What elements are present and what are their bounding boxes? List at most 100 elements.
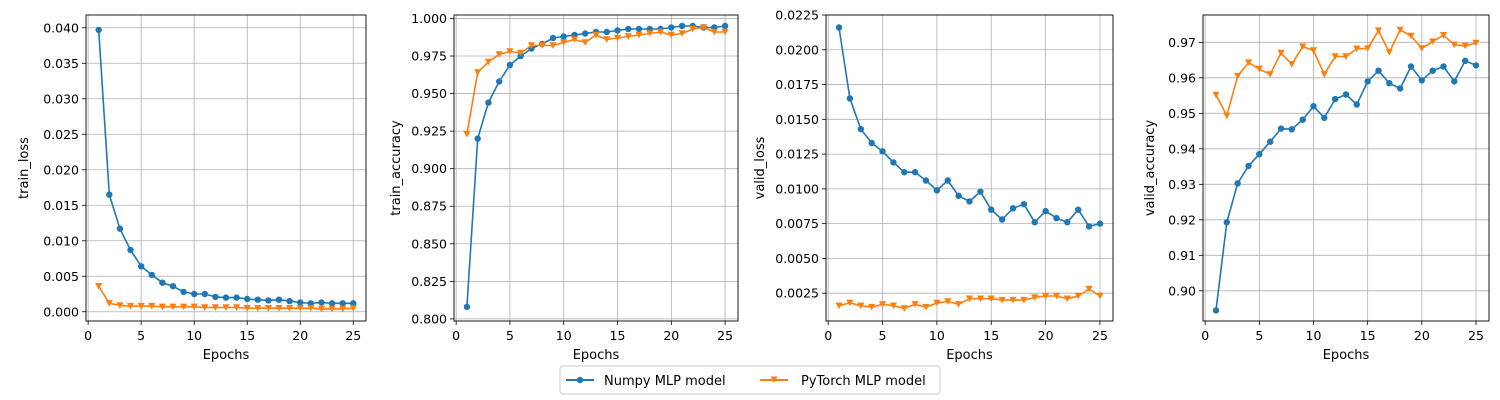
data-point-pytorch bbox=[857, 302, 865, 310]
data-point-pytorch bbox=[592, 31, 600, 39]
data-point-pytorch bbox=[538, 42, 546, 49]
data-point-numpy bbox=[678, 22, 686, 30]
y-tick-label: 0.93 bbox=[1168, 177, 1196, 192]
y-tick-label: 0.96 bbox=[1168, 70, 1196, 85]
data-point-numpy bbox=[1397, 85, 1404, 92]
data-point-numpy bbox=[549, 34, 557, 42]
data-point-pytorch bbox=[1042, 292, 1050, 300]
data-point-numpy bbox=[846, 95, 854, 102]
data-point-pytorch bbox=[581, 39, 589, 46]
data-point-numpy bbox=[1234, 180, 1241, 187]
data-point-numpy bbox=[1299, 116, 1306, 123]
x-tick-label: 0 bbox=[84, 328, 92, 343]
data-point-pytorch bbox=[1009, 296, 1017, 304]
plot-area bbox=[86, 15, 366, 321]
data-point-numpy bbox=[265, 297, 272, 304]
y-tick-label: 0.035 bbox=[43, 56, 79, 71]
data-point-pytorch bbox=[700, 24, 708, 31]
data-point-pytorch bbox=[678, 30, 686, 37]
data-point-pytorch bbox=[911, 301, 919, 308]
data-point-numpy bbox=[998, 216, 1006, 223]
x-tick-label: 15 bbox=[239, 328, 255, 343]
y-tick-label: 0.97 bbox=[1168, 35, 1196, 50]
data-point-pytorch bbox=[922, 303, 930, 311]
y-tick-label: 0.0150 bbox=[775, 112, 819, 127]
data-point-pytorch bbox=[710, 28, 718, 36]
data-point-numpy bbox=[1277, 125, 1285, 132]
data-point-pytorch bbox=[1364, 45, 1372, 52]
data-point-numpy bbox=[1223, 219, 1231, 226]
data-point-numpy bbox=[212, 293, 219, 301]
y-tick-label: 0.95 bbox=[1168, 106, 1196, 121]
y-tick-label: 0.025 bbox=[43, 127, 79, 142]
data-point-pytorch bbox=[105, 300, 113, 307]
data-point-pytorch bbox=[148, 302, 156, 310]
data-point-pytorch bbox=[506, 48, 514, 55]
data-point-pytorch bbox=[1299, 43, 1307, 50]
data-point-numpy bbox=[603, 28, 610, 36]
data-point-pytorch bbox=[1342, 53, 1350, 60]
data-point-pytorch bbox=[1020, 296, 1028, 304]
y-tick-label: 0.0025 bbox=[775, 286, 819, 301]
data-point-numpy bbox=[233, 294, 240, 301]
data-point-pytorch bbox=[560, 39, 568, 46]
data-point-numpy bbox=[191, 290, 198, 298]
data-point-numpy bbox=[955, 192, 962, 199]
y-tick-label: 0.005 bbox=[43, 269, 79, 284]
y-tick-label: 0.0075 bbox=[775, 216, 819, 231]
data-point-pytorch bbox=[1374, 27, 1383, 34]
data-point-pytorch bbox=[965, 295, 974, 303]
data-point-numpy bbox=[1020, 201, 1028, 208]
data-point-numpy bbox=[1310, 103, 1317, 110]
data-point-pytorch bbox=[835, 302, 843, 310]
data-point-pytorch bbox=[656, 28, 665, 36]
y-tick-label: 0.900 bbox=[411, 161, 447, 176]
data-point-pytorch bbox=[721, 28, 729, 36]
plot-frame bbox=[1202, 14, 1490, 322]
y-tick-label: 0.0225 bbox=[775, 8, 819, 23]
data-point-numpy bbox=[339, 300, 346, 307]
data-point-pytorch bbox=[254, 305, 262, 312]
data-point-numpy bbox=[1353, 101, 1361, 108]
legend-marker-numpy bbox=[576, 376, 584, 384]
x-tick-label: 10 bbox=[1306, 328, 1322, 343]
data-point-pytorch bbox=[190, 303, 198, 311]
data-point-numpy bbox=[307, 300, 314, 307]
data-point-pytorch bbox=[296, 305, 304, 312]
data-point-pytorch bbox=[1212, 91, 1220, 99]
data-point-numpy bbox=[933, 187, 941, 194]
data-point-pytorch bbox=[998, 296, 1006, 304]
x-tick-label: 0 bbox=[824, 328, 832, 343]
data-point-pytorch bbox=[317, 305, 326, 313]
data-point-pytorch bbox=[1244, 59, 1253, 66]
data-point-numpy bbox=[474, 135, 481, 142]
plot-frame bbox=[453, 14, 739, 322]
data-point-pytorch bbox=[484, 58, 492, 66]
y-axis-label: train_loss bbox=[17, 137, 32, 199]
chart-3: 0 5 10 15 20 25 0.0025 0.0050 0.0075 0.0100 0.0125… bbox=[753, 8, 1114, 363]
data-point-numpy bbox=[169, 283, 177, 290]
data-point-pytorch bbox=[889, 302, 897, 310]
data-point-pytorch bbox=[116, 302, 124, 309]
data-point-pytorch bbox=[1085, 285, 1093, 293]
y-tick-label: 0.950 bbox=[411, 86, 447, 101]
data-point-numpy bbox=[148, 271, 155, 279]
data-point-pytorch bbox=[1255, 65, 1263, 73]
y-tick-label: 0.91 bbox=[1168, 248, 1196, 263]
data-point-pytorch bbox=[689, 25, 697, 33]
data-point-pytorch bbox=[846, 299, 854, 307]
data-point-numpy bbox=[988, 206, 995, 213]
legend-marker-pytorch bbox=[770, 376, 778, 383]
data-point-pytorch bbox=[126, 302, 135, 310]
data-point-numpy bbox=[127, 246, 134, 254]
data-point-numpy bbox=[180, 288, 187, 296]
data-point-pytorch bbox=[933, 299, 941, 307]
data-point-pytorch bbox=[349, 305, 357, 312]
data-point-numpy bbox=[1472, 62, 1480, 69]
x-tick-label: 15 bbox=[1360, 328, 1376, 343]
data-point-pytorch bbox=[955, 301, 963, 308]
data-point-pytorch bbox=[1331, 53, 1339, 60]
y-tick-label: 0.975 bbox=[411, 49, 447, 64]
data-point-pytorch bbox=[976, 295, 984, 303]
data-point-pytorch bbox=[1223, 112, 1231, 120]
